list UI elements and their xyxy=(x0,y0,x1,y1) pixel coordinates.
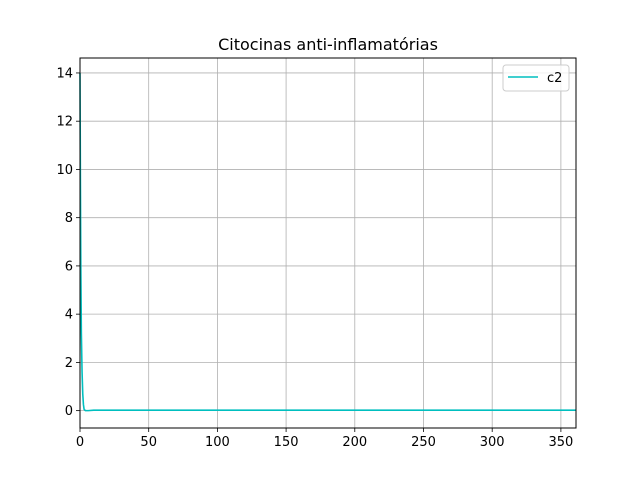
series-layer xyxy=(79,72,576,412)
x-axis: 0 50 100 150 200 250 300 350 xyxy=(76,428,573,450)
chart-title: Citocinas anti-inflamatórias xyxy=(218,35,438,54)
x-tick-label: 50 xyxy=(140,435,157,450)
x-tick-label: 200 xyxy=(342,435,367,450)
y-tick-label: 2 xyxy=(65,356,73,371)
x-tick-label: 100 xyxy=(205,435,230,450)
y-tick-label: 4 xyxy=(65,308,73,323)
x-tick-label: 350 xyxy=(548,435,573,450)
y-tick-label: 8 xyxy=(65,211,73,226)
legend-box xyxy=(502,64,570,92)
plot-frame xyxy=(79,57,577,429)
series-line-c2 xyxy=(79,72,576,412)
x-tick-label: 250 xyxy=(411,435,436,450)
y-tick-label: 10 xyxy=(56,163,73,178)
y-tick-label: 12 xyxy=(56,115,73,130)
y-tick-label: 0 xyxy=(65,404,73,419)
x-tick-label: 300 xyxy=(480,435,505,450)
y-tick-label: 14 xyxy=(56,66,73,81)
x-tick-label: 150 xyxy=(274,435,299,450)
y-tick-label: 6 xyxy=(65,259,73,274)
x-tick-label: 0 xyxy=(76,435,84,450)
y-axis: 0 2 4 6 8 10 12 14 xyxy=(56,66,80,419)
legend-label-c2: c2 xyxy=(547,71,562,86)
legend: c2 xyxy=(502,64,570,92)
